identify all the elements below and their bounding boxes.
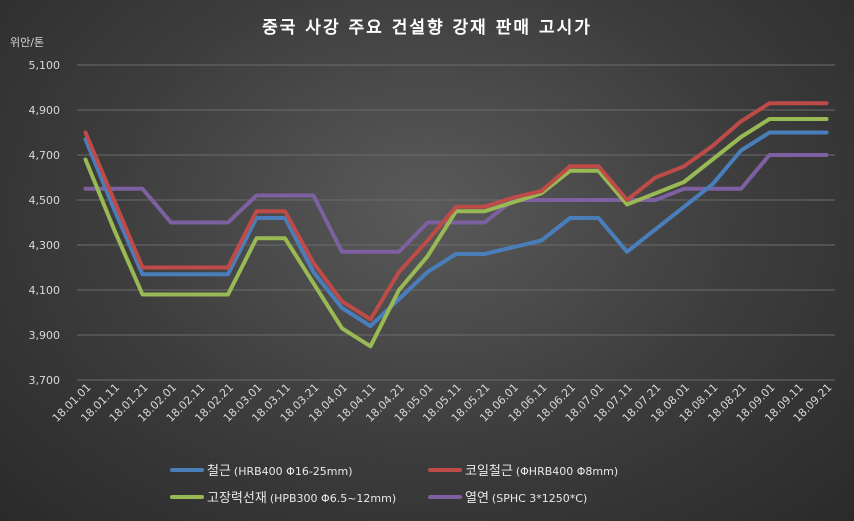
chart-title: 중국 사강 주요 건설향 강재 판매 고시가 xyxy=(262,17,592,38)
y-tick-label: 4,700 xyxy=(29,149,61,162)
legend-series-name: 고장력선재 xyxy=(207,491,267,506)
gridlines xyxy=(77,64,835,381)
legend: 철근 (HRB400 Φ16-25mm) 코일철근 (ΦHRB400 Φ8mm) 고장력… xyxy=(170,464,618,506)
legend-entry: 철근 (HRB400 Φ16-25mm) xyxy=(207,464,353,479)
y-tick-label: 3,700 xyxy=(29,374,61,387)
y-tick-label: 3,900 xyxy=(29,329,61,342)
y-tick-label: 4,300 xyxy=(29,239,61,252)
series-line-2 xyxy=(83,101,829,322)
legend-series-name: 철근 xyxy=(207,464,231,479)
legend-series-spec: (ΦHRB400 Φ8mm) xyxy=(516,465,618,478)
legend-series-name: 코일철근 xyxy=(465,464,513,479)
series-line-4 xyxy=(83,153,829,254)
series-lines xyxy=(83,101,829,349)
legend-series-spec: (HPB300 Φ6.5~12mm) xyxy=(270,492,396,505)
legend-entry: 코일철근 (ΦHRB400 Φ8mm) xyxy=(465,464,618,479)
legend-series-name: 열연 xyxy=(465,491,489,506)
y-tick-label: 4,900 xyxy=(29,104,61,117)
y-tick-label: 4,500 xyxy=(29,194,61,207)
legend-entry: 고장력선재 (HPB300 Φ6.5~12mm) xyxy=(207,491,396,506)
y-axis-unit-label: 위안/톤 xyxy=(10,36,44,49)
series-line-3 xyxy=(83,117,829,349)
legend-series-spec: (SPHC 3*1250*C) xyxy=(492,492,587,505)
legend-entry: 열연 (SPHC 3*1250*C) xyxy=(465,491,587,506)
legend-series-spec: (HRB400 Φ16-25mm) xyxy=(234,465,353,478)
y-tick-label: 5,100 xyxy=(29,59,61,72)
y-tick-label: 4,100 xyxy=(29,284,61,297)
y-axis-ticks: 3,700 3,900 4,100 4,300 4,500 4,700 4,900 5,100 xyxy=(29,59,61,387)
x-axis-ticks: 18.01.0118.01.1118.01.2118.02.0118.02.11… xyxy=(50,381,835,425)
series-line-1 xyxy=(83,130,829,328)
